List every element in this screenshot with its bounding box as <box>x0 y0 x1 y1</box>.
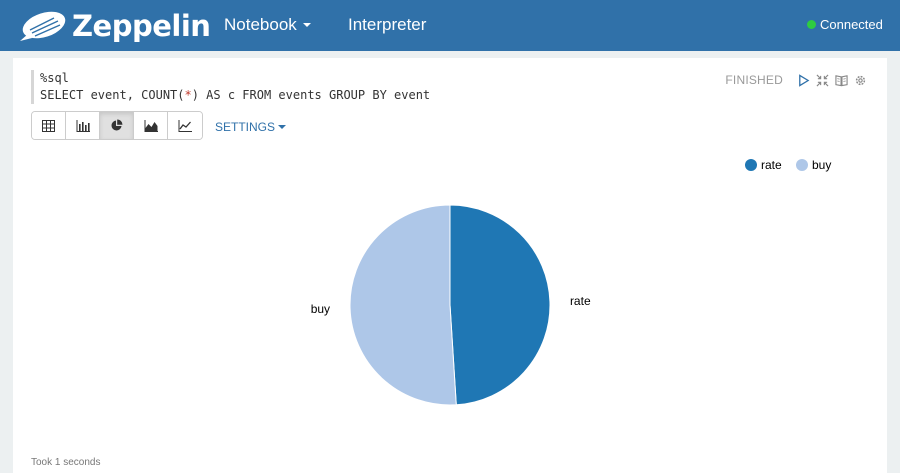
navbar: Zeppelin Notebook Interpreter Connected <box>0 0 900 51</box>
legend-label: rate <box>761 158 782 172</box>
settings-label: SETTINGS <box>215 120 276 134</box>
book-icon[interactable] <box>835 74 848 87</box>
brand-title[interactable]: Zeppelin <box>72 9 211 43</box>
legend-item-buy[interactable]: buy <box>796 158 831 172</box>
pie-slice-rate[interactable] <box>449 204 551 406</box>
settings-dropdown[interactable]: SETTINGS <box>215 120 287 134</box>
notebook-paragraph: %sql SELECT event, COUNT(*) AS c FROM ev… <box>13 58 887 473</box>
collapse-icon[interactable] <box>816 74 829 87</box>
code-text: SELECT event, COUNT( <box>40 88 185 102</box>
nav-interpreter-link[interactable]: Interpreter <box>348 15 427 34</box>
code-line: %sql <box>40 71 69 85</box>
visualization-toolbar <box>31 111 203 140</box>
legend-label: buy <box>812 158 832 172</box>
nav-notebook-menu[interactable]: Notebook <box>224 15 311 35</box>
code-text: ) AS c FROM events GROUP BY event <box>191 88 431 102</box>
bar-chart-icon <box>76 119 90 132</box>
pie-chart-button[interactable] <box>100 112 134 139</box>
area-chart-icon <box>144 119 158 132</box>
line-chart-button[interactable] <box>168 112 202 139</box>
run-icon[interactable] <box>797 73 810 87</box>
legend-swatch <box>745 159 757 171</box>
legend-item-rate[interactable]: rate <box>745 158 782 172</box>
nav-notebook-label: Notebook <box>224 15 297 34</box>
pie-slice-label: buy <box>311 302 330 316</box>
chevron-down-icon <box>302 22 311 27</box>
chevron-down-icon <box>278 124 287 129</box>
pie-slice-buy[interactable] <box>349 204 457 406</box>
table-icon <box>42 119 55 132</box>
pie-chart: rate buy <box>311 204 591 406</box>
line-chart-icon <box>178 119 192 132</box>
area-chart-button[interactable] <box>134 112 168 139</box>
paragraph-status: FINISHED <box>725 73 783 87</box>
gear-icon[interactable] <box>854 74 867 87</box>
legend-swatch <box>796 159 808 171</box>
zeppelin-logo-icon[interactable] <box>14 8 70 44</box>
table-view-button[interactable] <box>32 112 66 139</box>
code-line: SELECT event, COUNT(*) AS c FROM events … <box>40 87 430 104</box>
status-dot-icon <box>807 20 816 29</box>
code-text: * <box>184 88 192 102</box>
connection-status: Connected <box>807 17 883 33</box>
execution-time: Took 1 seconds <box>31 457 101 468</box>
code-editor[interactable]: %sql SELECT event, COUNT(*) AS c FROM ev… <box>31 70 430 104</box>
paragraph-controls: FINISHED <box>725 72 867 88</box>
bar-chart-button[interactable] <box>66 112 100 139</box>
pie-slice-label: rate <box>570 294 591 308</box>
pie-chart-icon <box>111 119 123 131</box>
status-label: Connected <box>820 17 883 32</box>
